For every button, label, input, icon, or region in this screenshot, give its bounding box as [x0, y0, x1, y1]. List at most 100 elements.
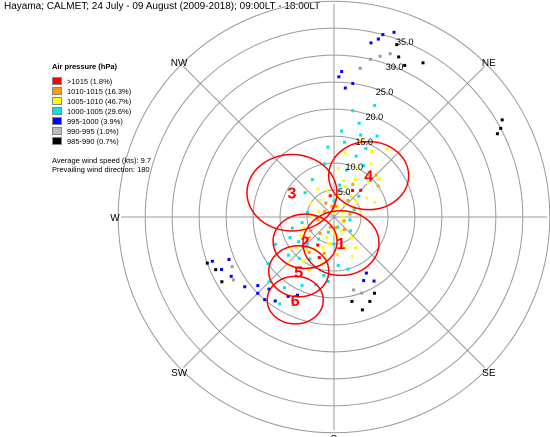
legend-label: 1000-1005 (29.6%) [67, 106, 132, 116]
point-2-1 [346, 198, 350, 202]
spoke-135 [333, 216, 485, 368]
point-4-17 [369, 41, 373, 45]
point-6-11 [360, 308, 364, 312]
point-0-43 [354, 246, 358, 250]
point-1-7 [351, 109, 355, 113]
point-1-21 [290, 226, 294, 230]
point-0-25 [365, 196, 369, 200]
cluster-outline-4 [327, 140, 410, 211]
point-0-21 [366, 181, 370, 185]
point-2-4 [342, 227, 346, 231]
point-0-36 [301, 259, 305, 263]
point-0-34 [310, 215, 314, 219]
radial-label-5.0: 5.0 [338, 187, 351, 197]
point-3-4 [328, 194, 332, 198]
point-0-33 [317, 209, 321, 213]
point-0-37 [286, 261, 290, 265]
point-0-22 [377, 177, 381, 181]
point-0-49 [370, 150, 374, 154]
point-0-31 [318, 198, 322, 202]
point-0-6 [340, 229, 344, 233]
point-4-3 [337, 75, 341, 79]
cluster-outline-1 [302, 210, 380, 277]
point-2-10 [323, 210, 327, 214]
point-6-2 [403, 63, 407, 67]
point-0-32 [309, 202, 313, 206]
point-1-1 [338, 183, 342, 187]
cluster-outline-2 [272, 213, 338, 270]
point-6-13 [421, 61, 425, 65]
point-6-9 [373, 291, 377, 295]
cluster-label-4: 4 [364, 169, 373, 186]
legend-label: 995-1000 (3.9%) [67, 116, 123, 126]
radial-label-20.0: 20.0 [366, 112, 384, 122]
point-5-2 [378, 54, 382, 58]
point-6-12 [350, 299, 354, 303]
point-0-2 [342, 203, 346, 207]
point-1-42 [336, 263, 340, 267]
point-0-26 [373, 200, 377, 204]
legend-swatch [52, 77, 62, 85]
point-2-9 [316, 218, 320, 222]
point-1-6 [357, 121, 361, 125]
legend: Air pressure (hPa) >1015 (1.8%) 1010-1015… [52, 62, 131, 146]
data-points [205, 30, 504, 312]
point-1-4 [364, 147, 368, 151]
point-6-10 [368, 299, 372, 303]
point-0-8 [327, 242, 331, 246]
point-0-1 [336, 205, 340, 209]
point-1-19 [297, 240, 301, 244]
chart-title: Hayama; CALMET; 24 July - 09 August (200… [4, 1, 321, 12]
point-1-24 [308, 257, 312, 261]
spoke-45 [333, 66, 485, 218]
point-1-18 [305, 242, 309, 246]
radial-label-30.0: 30.0 [386, 62, 404, 72]
point-6-8 [220, 280, 224, 284]
point-1-29 [282, 286, 286, 290]
point-1-40 [359, 133, 363, 137]
point-3-0 [351, 188, 355, 192]
direction-label-SW: SW [171, 368, 188, 379]
point-4-16 [372, 279, 376, 283]
cluster-label-5: 5 [294, 264, 303, 281]
point-4-11 [210, 259, 214, 263]
cluster-label-1: 1 [337, 236, 346, 253]
point-0-42 [350, 254, 354, 258]
point-1-12 [348, 218, 352, 222]
point-4-1 [351, 81, 355, 85]
point-1-13 [349, 229, 353, 233]
point-1-15 [332, 242, 336, 246]
point-0-35 [325, 258, 329, 262]
average-wind-speed: Average wind speed (kts): 9.7 [52, 156, 152, 165]
point-1-43 [346, 267, 350, 271]
point-4-10 [227, 257, 231, 261]
point-1-10 [357, 194, 361, 198]
point-6-7 [205, 261, 209, 265]
point-0-27 [349, 194, 353, 198]
point-6-3 [500, 118, 504, 122]
legend-item: 1000-1005 (29.6%) [52, 106, 131, 116]
point-3-2 [317, 256, 321, 260]
point-4-21 [243, 285, 247, 289]
point-0-4 [340, 215, 344, 219]
legend-swatch [52, 87, 62, 95]
point-1-45 [291, 303, 295, 307]
legend-label: 990-995 (1.0%) [67, 126, 119, 136]
point-0-16 [332, 231, 336, 235]
point-1-0 [332, 199, 336, 203]
point-1-11 [352, 208, 356, 212]
point-2-11 [324, 201, 328, 205]
point-4-15 [362, 279, 366, 283]
direction-label-W: W [110, 213, 120, 224]
point-2-2 [348, 212, 352, 216]
point-1-22 [287, 253, 291, 257]
point-1-17 [317, 237, 321, 241]
point-4-18 [381, 33, 385, 37]
point-0-20 [354, 178, 358, 182]
point-1-5 [340, 129, 344, 133]
legend-label: >1015 (1.8%) [67, 76, 113, 86]
point-0-19 [343, 185, 347, 189]
point-0-23 [369, 162, 373, 166]
point-2-6 [328, 225, 332, 229]
legend-title: Air pressure (hPa) [52, 62, 118, 71]
